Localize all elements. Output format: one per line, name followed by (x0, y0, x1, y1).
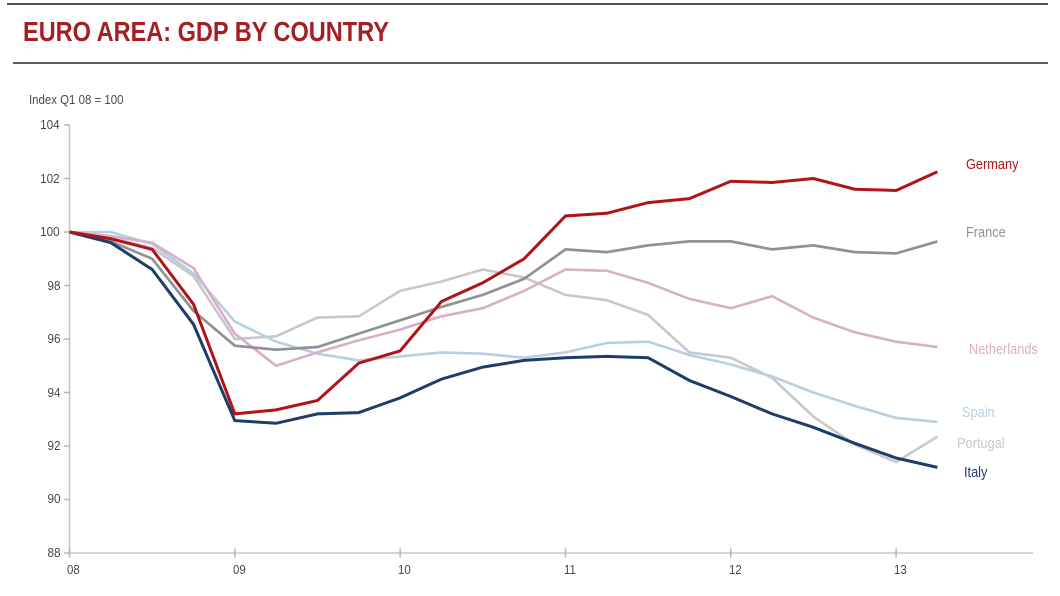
x-tick-label-12: 12 (729, 562, 742, 577)
x-tick-label-09: 09 (233, 562, 246, 577)
y-tick-label-96: 96 (46, 331, 60, 346)
y-tick-label-104: 104 (40, 117, 60, 132)
y-tick-label-88: 88 (46, 545, 60, 560)
series-line-france (69, 230, 938, 352)
legend-portugal: Portugal (957, 436, 1005, 452)
axis-unit-note: Index Q1 08 = 100 (29, 92, 124, 107)
legend-italy: Italy (964, 465, 988, 481)
y-tick-label-100: 100 (40, 224, 60, 239)
y-tick-label-102: 102 (40, 171, 60, 186)
page-title: EURO AREA: GDP BY COUNTRY (23, 16, 459, 48)
series-line-netherlands (69, 230, 938, 368)
top-border-line (7, 3, 1048, 5)
title-divider-line (13, 62, 1048, 64)
page-title-text: EURO AREA: GDP BY COUNTRY (23, 16, 389, 47)
x-tick-label-10: 10 (398, 562, 411, 577)
legend-germany: Germany (966, 157, 1019, 173)
series-line-spain (69, 230, 938, 424)
y-tick-label-98: 98 (46, 278, 60, 293)
y-tick-label-90: 90 (46, 491, 60, 506)
legend-spain: Spain (962, 405, 995, 421)
series-line-germany (69, 170, 939, 416)
y-tick-label-92: 92 (46, 438, 60, 453)
x-tick-label-11: 11 (564, 562, 576, 577)
legend-netherlands: Netherlands (969, 342, 1038, 358)
x-tick-label-13: 13 (894, 562, 907, 577)
x-tick-label-08: 08 (67, 562, 80, 577)
series-line-italy (69, 230, 938, 469)
legend-france: France (966, 225, 1006, 241)
series-line-portugal (69, 230, 939, 464)
y-tick-label-94: 94 (46, 385, 60, 400)
